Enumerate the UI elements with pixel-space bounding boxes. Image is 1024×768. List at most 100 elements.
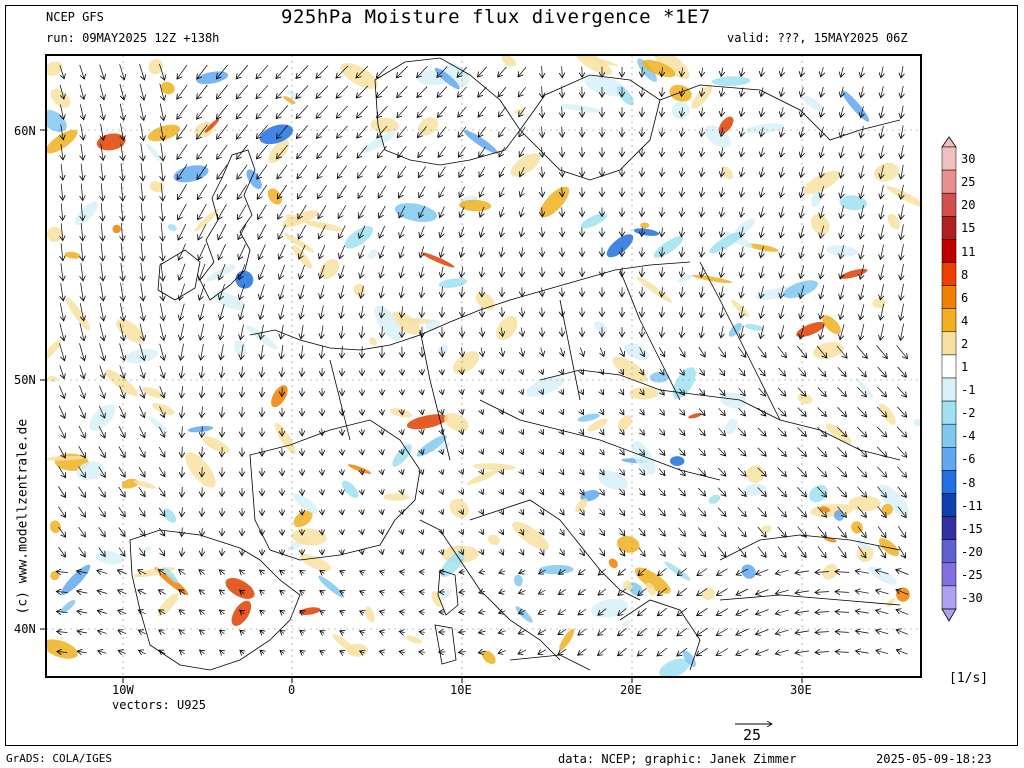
wind-vector [277,184,287,199]
divergence-patch [676,274,694,283]
wind-vector [276,105,289,118]
wind-vector [701,147,703,157]
colorbar-level-label: 20 [961,198,976,213]
divergence-patch [112,224,121,234]
wind-vector [201,386,202,397]
divergence-patch [365,606,375,623]
wind-vector [741,325,744,338]
wind-vector [441,286,442,297]
wind-vector [461,347,462,356]
wind-vector [239,264,246,279]
wind-vector [337,165,347,179]
divergence-patch [672,367,696,399]
wind-vector [161,263,163,281]
divergence-patch [234,340,247,357]
wind-vector [342,345,343,358]
wind-vector [701,326,703,337]
divergence-patch [796,321,825,338]
wind-vector [681,326,682,338]
wind-vector [98,405,105,418]
colorbar-level-label: 25 [961,175,976,190]
wind-vector [741,127,743,136]
grads-credit: GrADS: COLA/IGES [6,752,112,765]
wind-vector [161,243,163,261]
wind-vector [877,386,886,397]
wind-vector [499,166,505,177]
divergence-patch [809,485,828,503]
wind-vector [198,243,206,260]
divergence-patch [142,387,165,399]
divergence-patch [671,101,690,120]
wind-vector [99,323,104,340]
divergence-patch [163,508,177,523]
wind-vector [481,410,483,415]
wind-vector [860,264,864,280]
wind-vector [642,187,643,197]
wind-vector [300,305,303,319]
wind-vector [797,345,806,358]
wind-vector [177,124,188,140]
wind-vector [857,386,867,397]
wind-vector [681,187,682,196]
divergence-patch [559,104,602,113]
wind-vector [698,346,705,357]
wind-vector [296,65,309,79]
wind-vector [780,265,783,278]
wind-vector [639,347,645,356]
wind-vector [197,164,208,180]
wind-vector [761,305,764,319]
wind-vector [441,410,442,415]
wind-vector [321,345,322,359]
wind-vector [821,67,824,77]
wind-vector [721,187,723,197]
wind-vector [441,389,442,394]
wind-vector [139,365,144,378]
wind-vector [197,184,207,199]
coastline-segment [469,499,641,601]
wind-vector [820,285,824,299]
wind-vector [402,389,403,395]
wind-vector [320,265,325,279]
colorbar-swatch [941,562,957,587]
divergence-patch [669,456,685,466]
wind-vector [317,145,328,159]
wind-vector [662,247,663,256]
wind-vector [482,327,483,336]
divergence-patch [510,153,541,177]
divergence-patch [708,494,721,504]
wind-vector [80,104,83,119]
wind-vector [519,106,526,117]
divergence-patch [405,635,422,644]
wind-vector [402,368,403,375]
wind-vector [881,86,884,98]
wind-vector [257,144,268,159]
colorbar-level-label: -8 [961,475,976,490]
colorbar-swatch [941,585,957,610]
divergence-patch [167,224,177,232]
wind-vector [840,225,843,238]
wind-vector [320,285,324,298]
wind-vector [161,183,163,201]
wind-vector [61,124,64,139]
divergence-patch [813,342,844,359]
colorbar-swatch [941,285,957,309]
wind-vector [358,165,367,178]
divergence-patch [913,418,921,427]
wind-vector [159,83,164,101]
wind-vector [642,287,643,297]
wind-vector [198,223,207,240]
wind-vector [377,145,387,158]
wind-vector [101,183,103,200]
wind-vector [356,105,368,118]
wind-vector [541,347,544,357]
coastline-segment [699,261,781,421]
wind-vector [218,244,226,260]
wind-vector [521,390,523,395]
colorbar-level-label: -4 [961,429,976,444]
wind-vector [101,263,103,281]
wind-vector [901,66,903,78]
wind-vector [101,283,104,301]
wind-vector [101,123,104,140]
wind-vector [880,323,884,340]
wind-vector [119,343,125,361]
